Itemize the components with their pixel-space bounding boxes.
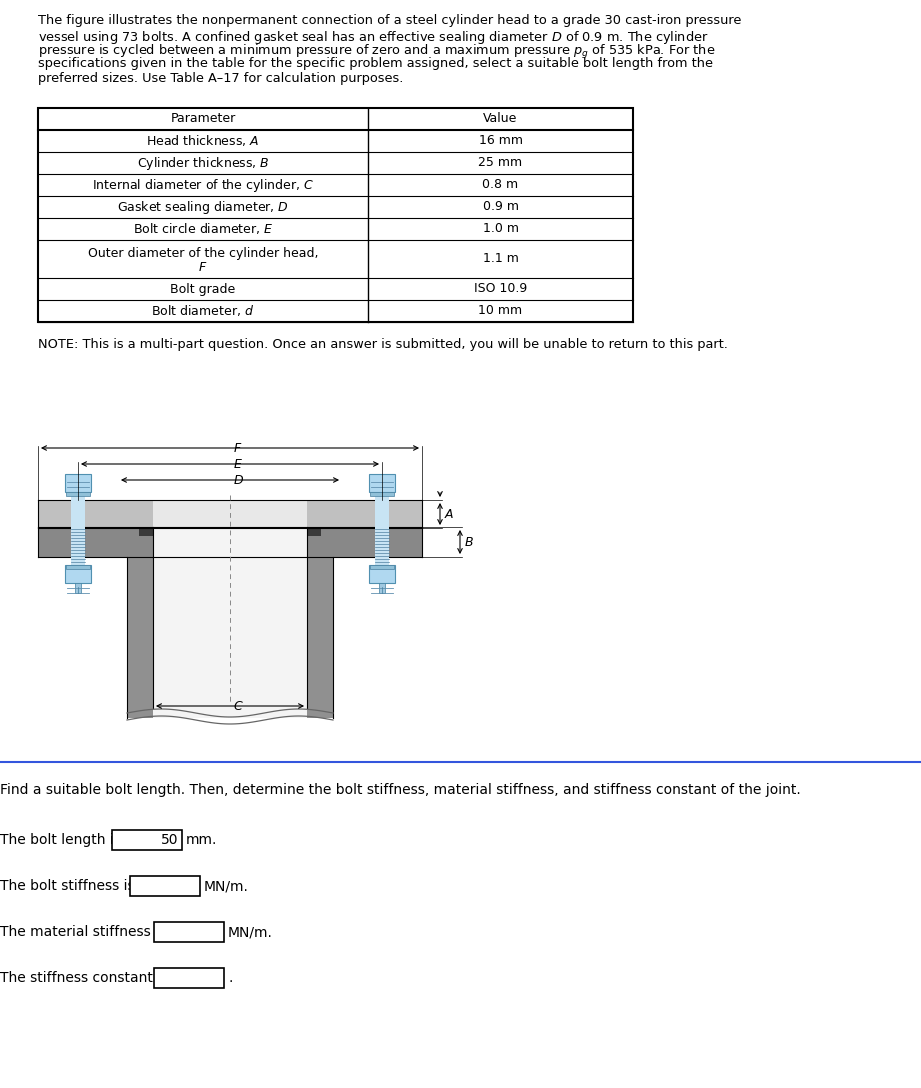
Bar: [75, 583, 81, 593]
Text: preferred sizes. Use Table A–17 for calculation purposes.: preferred sizes. Use Table A–17 for calc…: [38, 72, 403, 85]
Bar: [153, 500, 307, 718]
Text: 10 mm: 10 mm: [478, 305, 522, 318]
Text: The bolt stiffness is: The bolt stiffness is: [0, 879, 134, 893]
Text: Bolt diameter, $d$: Bolt diameter, $d$: [151, 304, 254, 319]
Bar: [38, 405, 498, 738]
Bar: [66, 492, 90, 496]
Bar: [153, 500, 307, 527]
Text: Cylinder thickness, $B$: Cylinder thickness, $B$: [136, 154, 269, 172]
Bar: [370, 565, 394, 569]
Text: Bolt circle diameter, $E$: Bolt circle diameter, $E$: [133, 222, 274, 236]
Bar: [307, 557, 333, 718]
Bar: [375, 492, 389, 565]
Text: mm.: mm.: [186, 833, 217, 846]
Bar: [66, 565, 90, 569]
Bar: [112, 830, 182, 850]
Bar: [154, 922, 224, 942]
Text: Outer diameter of the cylinder head,: Outer diameter of the cylinder head,: [87, 247, 319, 260]
Bar: [154, 968, 224, 988]
Text: NOTE: This is a multi-part question. Once an answer is submitted, you will be un: NOTE: This is a multi-part question. Onc…: [38, 338, 728, 351]
Text: $C$: $C$: [233, 700, 244, 713]
Bar: [307, 527, 422, 557]
Text: The figure illustrates the nonpermanent connection of a steel cylinder head to a: The figure illustrates the nonpermanent …: [38, 14, 741, 27]
Text: $B$: $B$: [464, 535, 473, 548]
Text: 25 mm: 25 mm: [478, 157, 522, 170]
Text: pressure is cycled between a minimum pressure of zero and a maximum pressure $p_: pressure is cycled between a minimum pre…: [38, 44, 716, 61]
Bar: [71, 492, 85, 565]
Text: .: .: [228, 970, 232, 985]
Bar: [139, 527, 153, 536]
Text: Gasket sealing diameter, $D$: Gasket sealing diameter, $D$: [117, 198, 289, 215]
Text: The bolt length is: The bolt length is: [0, 833, 121, 846]
Text: 50: 50: [160, 833, 178, 846]
Bar: [65, 474, 91, 492]
Text: $F$: $F$: [198, 261, 207, 274]
Bar: [369, 474, 395, 492]
Bar: [379, 583, 385, 593]
Bar: [369, 565, 395, 583]
Text: $F$: $F$: [233, 442, 242, 455]
Bar: [38, 527, 153, 557]
Text: $A$: $A$: [444, 507, 454, 520]
Text: 1.0 m: 1.0 m: [483, 223, 519, 235]
Text: 16 mm: 16 mm: [479, 135, 522, 148]
Bar: [307, 527, 321, 536]
Bar: [130, 876, 200, 897]
Text: $D$: $D$: [233, 473, 244, 486]
Bar: [38, 108, 633, 322]
Text: The material stiffness is: The material stiffness is: [0, 925, 166, 939]
Text: Find a suitable bolt length. Then, determine the bolt stiffness, material stiffn: Find a suitable bolt length. Then, deter…: [0, 783, 800, 798]
Text: Internal diameter of the cylinder, $C$: Internal diameter of the cylinder, $C$: [92, 176, 314, 194]
Text: Value: Value: [484, 112, 518, 125]
Text: Parameter: Parameter: [170, 112, 236, 125]
Bar: [38, 500, 422, 528]
Text: MN/m.: MN/m.: [204, 879, 249, 893]
Bar: [127, 557, 153, 718]
Text: MN/m.: MN/m.: [228, 925, 273, 939]
Text: 1.1 m: 1.1 m: [483, 252, 519, 265]
Text: 0.9 m: 0.9 m: [483, 200, 519, 213]
Text: $E$: $E$: [233, 457, 243, 470]
Text: vessel using 73 bolts. A confined gasket seal has an effective sealing diameter : vessel using 73 bolts. A confined gasket…: [38, 28, 708, 46]
Text: Head thickness, $A$: Head thickness, $A$: [146, 134, 260, 148]
Text: Bolt grade: Bolt grade: [170, 283, 236, 296]
Text: The stiffness constant is: The stiffness constant is: [0, 970, 169, 985]
Text: ISO 10.9: ISO 10.9: [474, 283, 527, 296]
Text: 0.8 m: 0.8 m: [483, 178, 519, 191]
Bar: [65, 565, 91, 583]
Bar: [370, 492, 394, 496]
Text: specifications given in the table for the specific problem assigned, select a su: specifications given in the table for th…: [38, 58, 713, 71]
